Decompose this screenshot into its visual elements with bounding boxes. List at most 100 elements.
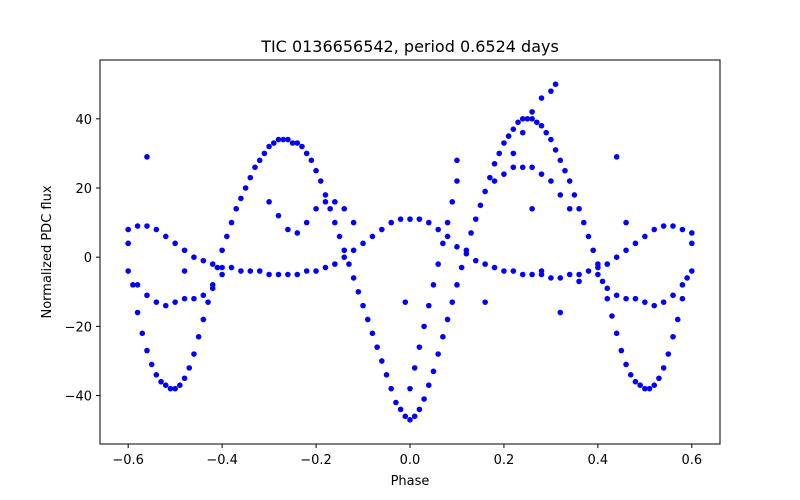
data-point [219,271,225,278]
data-point [501,268,507,274]
data-point [501,140,507,146]
data-point [407,385,413,392]
data-point [576,271,582,278]
data-point [665,351,672,357]
data-point [642,385,648,392]
data-point [566,271,573,278]
data-point [454,244,460,250]
data-point [519,116,526,122]
data-point [360,302,366,309]
data-point [285,226,291,233]
y-tick-label: 0 [84,251,92,266]
data-point [294,140,301,146]
data-point [454,178,460,184]
data-point [618,347,625,354]
data-point [590,247,596,254]
data-point [130,282,136,288]
data-point [181,247,188,254]
data-point [651,382,658,388]
data-point [651,302,658,309]
data-point [529,164,535,171]
data-point [689,230,695,236]
data-point [275,136,282,143]
data-point [510,150,517,157]
data-point [219,264,225,271]
data-point [576,205,582,212]
x-axis-label: Phase [391,474,430,489]
data-point [548,136,554,143]
data-point [172,299,178,305]
data-point [670,292,676,299]
data-point [200,316,207,323]
data-point [623,219,629,226]
data-point [609,313,615,319]
data-point [416,216,423,222]
data-point [510,126,517,132]
data-point [285,136,291,143]
data-point [275,271,282,278]
data-point [599,278,606,285]
data-point [472,257,479,264]
y-tick-label: −20 [65,320,92,335]
data-point [670,333,676,340]
data-point [689,268,695,274]
data-point [557,309,564,316]
data-point [388,385,395,392]
chart-title: TIC 0136656542, period 0.6524 days [260,37,559,56]
x-tick-label: 0.6 [681,453,702,468]
data-point [623,247,629,254]
data-point [247,174,254,181]
data-point [233,205,240,212]
data-point [332,199,338,205]
data-point [571,192,578,198]
data-point [388,219,395,226]
data-point [477,202,484,209]
data-point [379,226,385,233]
data-point [491,264,498,271]
data-point [656,375,662,382]
x-tick-label: 0.0 [400,453,421,468]
data-point [214,264,221,271]
data-point [374,344,380,350]
data-point [238,268,244,274]
data-point [228,264,235,271]
data-point [369,330,376,337]
data-point [689,240,695,247]
data-point [181,375,188,382]
data-point [646,385,653,392]
data-point [134,309,141,316]
data-point [177,382,183,388]
data-point [613,254,620,260]
data-point [153,299,160,305]
data-point [266,143,272,150]
data-point [139,330,146,337]
data-point [684,275,690,281]
data-point [172,385,178,392]
data-point [510,268,517,274]
data-point [181,268,188,274]
data-point [435,351,441,357]
data-point [134,223,141,229]
data-point [557,157,564,164]
data-point [360,240,366,247]
data-point [369,233,376,240]
data-point [402,413,409,420]
data-point [341,247,348,254]
data-point [153,372,160,378]
data-point [416,344,423,350]
data-point [529,116,535,122]
data-point [463,250,470,257]
data-point [162,302,169,309]
data-point [191,295,197,302]
data-point [491,178,498,184]
data-point [627,372,634,378]
data-point [679,282,686,288]
y-axis-label: Normalized PDC flux [40,185,55,318]
data-point [219,247,225,254]
data-point [472,216,479,222]
data-point [294,230,301,236]
data-point [548,178,554,184]
data-point [411,413,418,420]
data-point [562,167,568,174]
data-point [613,292,620,299]
